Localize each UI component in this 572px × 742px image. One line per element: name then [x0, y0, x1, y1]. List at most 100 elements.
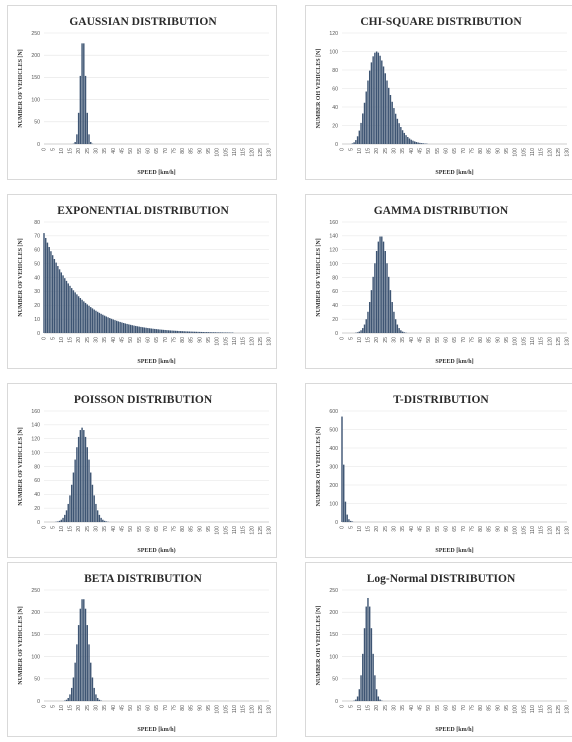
t-distribution-chart: T-DISTRIBUTION 0 100 200 300 400 500 600 NUMBER …	[305, 383, 572, 558]
x-tick-label: 15	[366, 337, 372, 343]
y-tick-label: 140	[31, 423, 40, 429]
bar	[374, 263, 376, 333]
bar	[74, 459, 76, 522]
chart-svg: GAUSSIAN DISTRIBUTION050100150200250NUMB…	[18, 16, 273, 176]
x-tick-label: 95	[206, 148, 212, 154]
x-axis-label: SPEED [km/h]	[435, 548, 473, 554]
bar	[98, 699, 101, 701]
bar	[83, 599, 85, 701]
bar	[65, 510, 68, 522]
y-tick-label: 0	[335, 699, 338, 705]
chi-square-chart: CHI-SQUARE DISTRIBUTION 0 20 40 60 80 100 120 NU…	[305, 5, 572, 180]
x-tick-label: 100	[513, 337, 519, 346]
bar	[199, 331, 201, 333]
y-tick-label: 80	[34, 464, 40, 470]
bar	[81, 427, 83, 522]
bar	[62, 275, 64, 333]
x-tick-label: 15	[68, 526, 74, 532]
y-tick-label: 150	[31, 75, 40, 81]
x-tick-label: 55	[137, 705, 143, 711]
bar	[102, 519, 104, 522]
x-tick-label: 90	[495, 705, 501, 711]
x-tick-label: 75	[469, 705, 475, 711]
bar	[391, 302, 393, 333]
chart-svg: Log-Normal DISTRIBUTION050100150200250NU…	[316, 573, 571, 733]
x-tick-label: 80	[478, 337, 484, 343]
bar	[133, 325, 135, 333]
x-tick-label: 120	[249, 337, 255, 346]
x-tick-label: 75	[171, 526, 177, 532]
x-tick-label: 85	[487, 526, 493, 532]
bar	[365, 606, 367, 701]
chart-svg: CHI-SQUARE DISTRIBUTION020406080100120NU…	[316, 16, 571, 176]
bar	[386, 263, 388, 333]
x-tick-label: 115	[241, 526, 247, 534]
x-tick-label: 25	[383, 705, 389, 711]
bar	[121, 322, 123, 333]
bar	[379, 236, 381, 333]
bar	[43, 233, 45, 333]
bar	[169, 330, 172, 333]
x-tick-label: 0	[340, 337, 346, 340]
bar	[358, 331, 361, 333]
y-tick-label: 250	[31, 588, 40, 594]
x-tick-label: 35	[400, 148, 406, 154]
x-tick-label: 65	[452, 337, 458, 343]
bar	[105, 521, 108, 522]
x-tick-label: 70	[461, 705, 467, 711]
bar	[396, 118, 399, 144]
bar	[372, 56, 374, 144]
bar	[355, 140, 357, 144]
bar	[88, 305, 90, 333]
bar	[88, 459, 90, 522]
x-tick-label: 90	[197, 526, 203, 532]
x-tick-label: 30	[94, 148, 100, 154]
bar	[403, 132, 406, 144]
x-tick-label: 50	[426, 705, 432, 711]
x-tick-label: 70	[163, 337, 169, 343]
bar	[346, 514, 348, 522]
bar	[212, 332, 215, 333]
bar	[152, 328, 154, 333]
x-tick-label: 75	[171, 705, 177, 711]
bar	[95, 503, 97, 522]
bar	[363, 102, 366, 144]
x-tick-label: 100	[513, 526, 519, 535]
x-tick-label: 40	[409, 337, 415, 343]
chart-title: GAMMA DISTRIBUTION	[374, 205, 509, 217]
x-tick-label: 10	[59, 526, 65, 532]
x-tick-label: 125	[556, 337, 562, 346]
bar	[53, 258, 56, 333]
y-tick-label: 20	[332, 317, 338, 323]
y-tick-label: 120	[329, 31, 338, 37]
x-tick-label: 60	[145, 526, 151, 532]
bar	[388, 276, 390, 333]
x-tick-label: 85	[189, 148, 195, 154]
x-tick-label: 40	[111, 337, 117, 343]
bar	[72, 677, 75, 701]
x-tick-label: 110	[530, 705, 536, 713]
x-axis-label: SPEED [km/h]	[435, 727, 473, 733]
bar	[98, 312, 101, 333]
bar	[362, 653, 364, 701]
x-tick-label: 15	[366, 705, 372, 711]
x-tick-label: 20	[374, 337, 380, 343]
y-tick-label: 200	[329, 610, 338, 616]
x-tick-label: 125	[258, 526, 264, 535]
x-tick-label: 50	[426, 148, 432, 154]
bar	[375, 689, 378, 701]
bar	[401, 130, 404, 144]
x-tick-label: 60	[145, 337, 151, 343]
x-tick-label: 120	[547, 705, 553, 714]
y-tick-label: 100	[329, 261, 338, 267]
bar	[398, 123, 400, 144]
bar	[355, 699, 357, 701]
bar	[192, 331, 194, 333]
bar	[70, 484, 73, 522]
x-tick-label: 5	[50, 148, 56, 151]
x-tick-label: 100	[513, 705, 519, 714]
x-tick-label: 70	[461, 526, 467, 532]
bar	[79, 430, 82, 522]
bar	[81, 43, 83, 145]
